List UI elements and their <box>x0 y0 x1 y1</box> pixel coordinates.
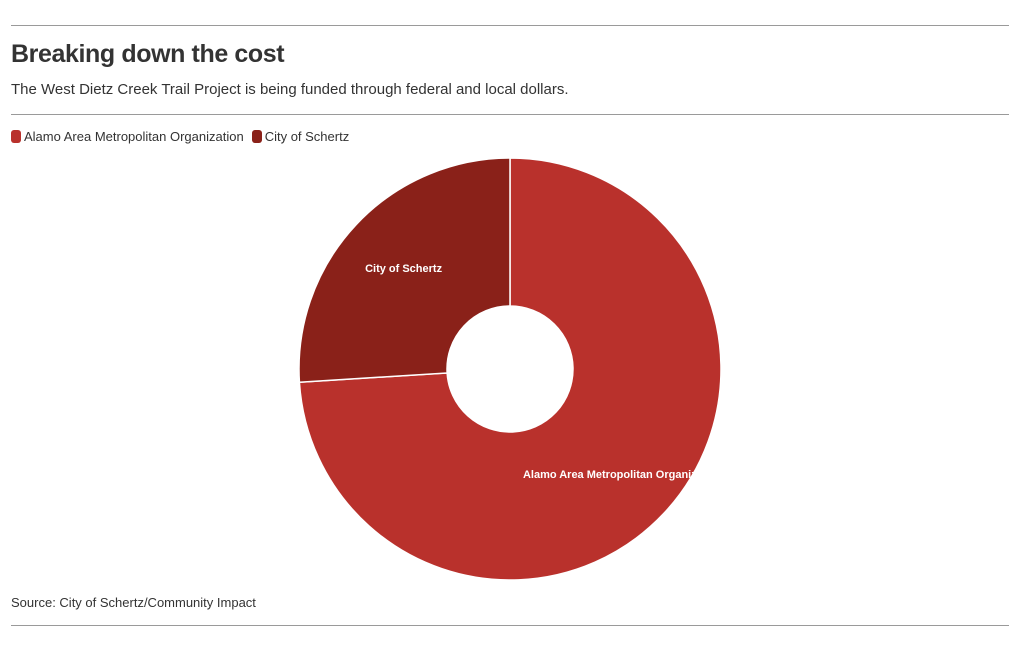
chart-title: Breaking down the cost <box>11 40 285 68</box>
legend-label-schertz: City of Schertz <box>264 129 350 144</box>
legend-swatch-schertz <box>251 130 262 143</box>
bottom-divider <box>11 625 1009 626</box>
source-note: Source: City of Schertz/Community Impact <box>11 595 256 610</box>
donut-slice-labels: Alamo Area Metropolitan Organization City… <box>365 263 723 481</box>
legend-item-schertz[interactable]: City of Schertz <box>251 129 350 144</box>
header-divider <box>11 114 1009 115</box>
legend-swatch-alamo <box>11 130 21 143</box>
slice-label-alamo: Alamo Area Metropolitan Organization <box>523 469 723 481</box>
donut-slice-alamo[interactable] <box>298 157 722 581</box>
legend-item-alamo[interactable]: Alamo Area Metropolitan Organization <box>11 129 244 144</box>
donut-slices <box>298 157 722 581</box>
chart-subtitle: The West Dietz Creek Trail Project is be… <box>11 81 569 98</box>
slice-label-schertz: City of Schertz <box>365 263 443 275</box>
legend-label-alamo: Alamo Area Metropolitan Organization <box>24 129 244 144</box>
chart-legend: Alamo Area Metropolitan Organization Cit… <box>11 129 349 144</box>
top-divider <box>11 25 1009 26</box>
donut-slice-schertz[interactable] <box>298 157 511 384</box>
